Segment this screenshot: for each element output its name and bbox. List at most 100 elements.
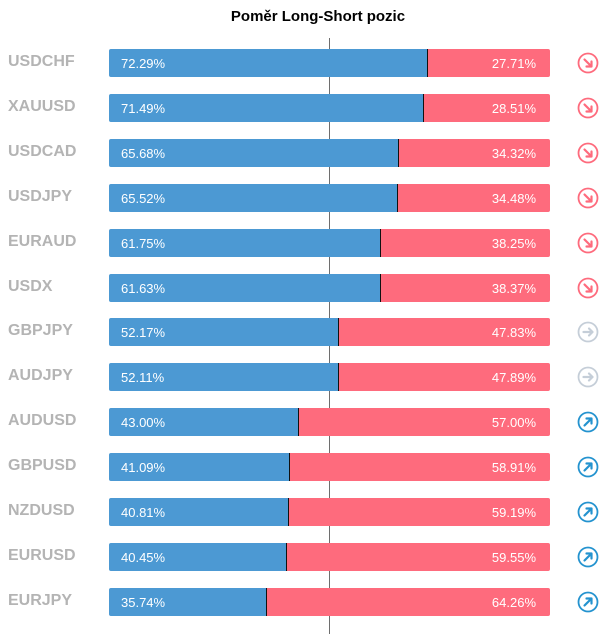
long-bar bbox=[109, 94, 424, 122]
short-percent-label: 34.32% bbox=[491, 146, 536, 161]
long-percent-label: 35.74% bbox=[121, 595, 166, 610]
short-bar bbox=[428, 49, 550, 77]
short-percent-label: 38.37% bbox=[491, 281, 536, 296]
ratio-bar[interactable]: 52.11% 47.89% bbox=[109, 363, 550, 391]
short-percent-label: 27.71% bbox=[491, 56, 536, 71]
symbol-label: EURUSD bbox=[8, 547, 76, 564]
long-percent-label: 71.49% bbox=[121, 101, 166, 116]
long-bar bbox=[109, 498, 289, 526]
long-percent-label: 52.17% bbox=[121, 325, 166, 340]
long-percent-label: 40.45% bbox=[121, 550, 166, 565]
short-bar bbox=[339, 318, 550, 346]
ratio-bar[interactable]: 71.49% 28.51% bbox=[109, 94, 550, 122]
short-percent-label: 47.83% bbox=[491, 325, 536, 340]
ratio-bar[interactable]: 41.09% 58.91% bbox=[109, 453, 550, 481]
symbol-label: GBPJPY bbox=[8, 322, 73, 339]
ratio-row: AUDUSD 43.00% 57.00% bbox=[0, 407, 609, 437]
arrow-down-right-icon[interactable] bbox=[577, 187, 599, 209]
symbol-label: EURAUD bbox=[8, 233, 77, 250]
symbol-label: EURJPY bbox=[8, 592, 73, 609]
long-percent-label: 40.81% bbox=[121, 505, 166, 520]
short-bar bbox=[381, 229, 550, 257]
short-percent-label: 58.91% bbox=[491, 460, 536, 475]
ratio-bar[interactable]: 61.63% 38.37% bbox=[109, 274, 550, 302]
ratio-row: USDCHF 72.29% 27.71% bbox=[0, 48, 609, 78]
long-bar bbox=[109, 184, 398, 212]
bar-divider bbox=[397, 184, 398, 212]
bar-divider bbox=[380, 229, 381, 257]
ratio-bar[interactable]: 40.45% 59.55% bbox=[109, 543, 550, 571]
ratio-row: USDX 61.63% 38.37% bbox=[0, 273, 609, 303]
ratio-row: AUDJPY 52.11% 47.89% bbox=[0, 362, 609, 392]
short-bar bbox=[287, 543, 550, 571]
short-bar bbox=[339, 363, 550, 391]
bar-divider bbox=[338, 363, 339, 391]
ratio-bar[interactable]: 61.75% 38.25% bbox=[109, 229, 550, 257]
arrow-up-right-icon[interactable] bbox=[577, 411, 599, 433]
ratio-bar[interactable]: 40.81% 59.19% bbox=[109, 498, 550, 526]
ratio-row: EURUSD 40.45% 59.55% bbox=[0, 542, 609, 572]
short-percent-label: 47.89% bbox=[491, 370, 536, 385]
symbol-label: NZDUSD bbox=[8, 502, 75, 519]
arrow-down-right-icon[interactable] bbox=[577, 277, 599, 299]
short-bar bbox=[267, 588, 550, 616]
ratio-row: USDCAD 65.68% 34.32% bbox=[0, 138, 609, 168]
arrow-up-right-icon[interactable] bbox=[577, 546, 599, 568]
arrow-right-icon[interactable] bbox=[577, 366, 599, 388]
ratio-bar[interactable]: 72.29% 27.71% bbox=[109, 49, 550, 77]
arrow-down-right-icon[interactable] bbox=[577, 142, 599, 164]
short-percent-label: 59.19% bbox=[491, 505, 536, 520]
long-percent-label: 41.09% bbox=[121, 460, 166, 475]
long-percent-label: 65.68% bbox=[121, 146, 166, 161]
arrow-down-right-icon[interactable] bbox=[577, 52, 599, 74]
ratio-bar[interactable]: 43.00% 57.00% bbox=[109, 408, 550, 436]
short-bar bbox=[399, 139, 550, 167]
ratio-bar[interactable]: 52.17% 47.83% bbox=[109, 318, 550, 346]
ratio-bar[interactable]: 65.52% 34.48% bbox=[109, 184, 550, 212]
bar-divider bbox=[286, 543, 287, 571]
symbol-label: USDCHF bbox=[8, 53, 75, 70]
ratio-bar[interactable]: 65.68% 34.32% bbox=[109, 139, 550, 167]
short-bar bbox=[424, 94, 550, 122]
short-bar bbox=[398, 184, 550, 212]
long-bar bbox=[109, 318, 339, 346]
bar-divider bbox=[398, 139, 399, 167]
symbol-label: USDX bbox=[8, 278, 53, 295]
short-percent-label: 64.26% bbox=[491, 595, 536, 610]
short-percent-label: 38.25% bbox=[491, 236, 536, 251]
symbol-label: XAUUSD bbox=[8, 98, 76, 115]
ratio-row: GBPUSD 41.09% 58.91% bbox=[0, 452, 609, 482]
long-percent-label: 65.52% bbox=[121, 191, 166, 206]
long-bar bbox=[109, 543, 287, 571]
long-bar bbox=[109, 139, 399, 167]
ratio-row: USDJPY 65.52% 34.48% bbox=[0, 183, 609, 213]
long-bar bbox=[109, 363, 339, 391]
long-bar bbox=[109, 49, 428, 77]
long-bar bbox=[109, 229, 381, 257]
long-bar bbox=[109, 274, 381, 302]
arrow-up-right-icon[interactable] bbox=[577, 591, 599, 613]
arrow-up-right-icon[interactable] bbox=[577, 501, 599, 523]
long-percent-label: 72.29% bbox=[121, 56, 166, 71]
arrow-down-right-icon[interactable] bbox=[577, 232, 599, 254]
bar-divider bbox=[266, 588, 267, 616]
ratio-row: GBPJPY 52.17% 47.83% bbox=[0, 317, 609, 347]
bar-divider bbox=[289, 453, 290, 481]
arrow-up-right-icon[interactable] bbox=[577, 456, 599, 478]
ratio-row: EURAUD 61.75% 38.25% bbox=[0, 228, 609, 258]
bar-divider bbox=[298, 408, 299, 436]
ratio-row: NZDUSD 40.81% 59.19% bbox=[0, 497, 609, 527]
short-bar bbox=[290, 453, 550, 481]
arrow-down-right-icon[interactable] bbox=[577, 97, 599, 119]
short-percent-label: 34.48% bbox=[491, 191, 536, 206]
symbol-label: GBPUSD bbox=[8, 457, 77, 474]
arrow-right-icon[interactable] bbox=[577, 321, 599, 343]
short-percent-label: 59.55% bbox=[491, 550, 536, 565]
long-bar bbox=[109, 453, 290, 481]
long-percent-label: 61.75% bbox=[121, 236, 166, 251]
short-bar bbox=[381, 274, 550, 302]
chart-title: Poměr Long-Short pozic bbox=[230, 8, 406, 25]
ratio-bar[interactable]: 35.74% 64.26% bbox=[109, 588, 550, 616]
long-percent-label: 43.00% bbox=[121, 415, 166, 430]
long-percent-label: 52.11% bbox=[121, 370, 165, 385]
